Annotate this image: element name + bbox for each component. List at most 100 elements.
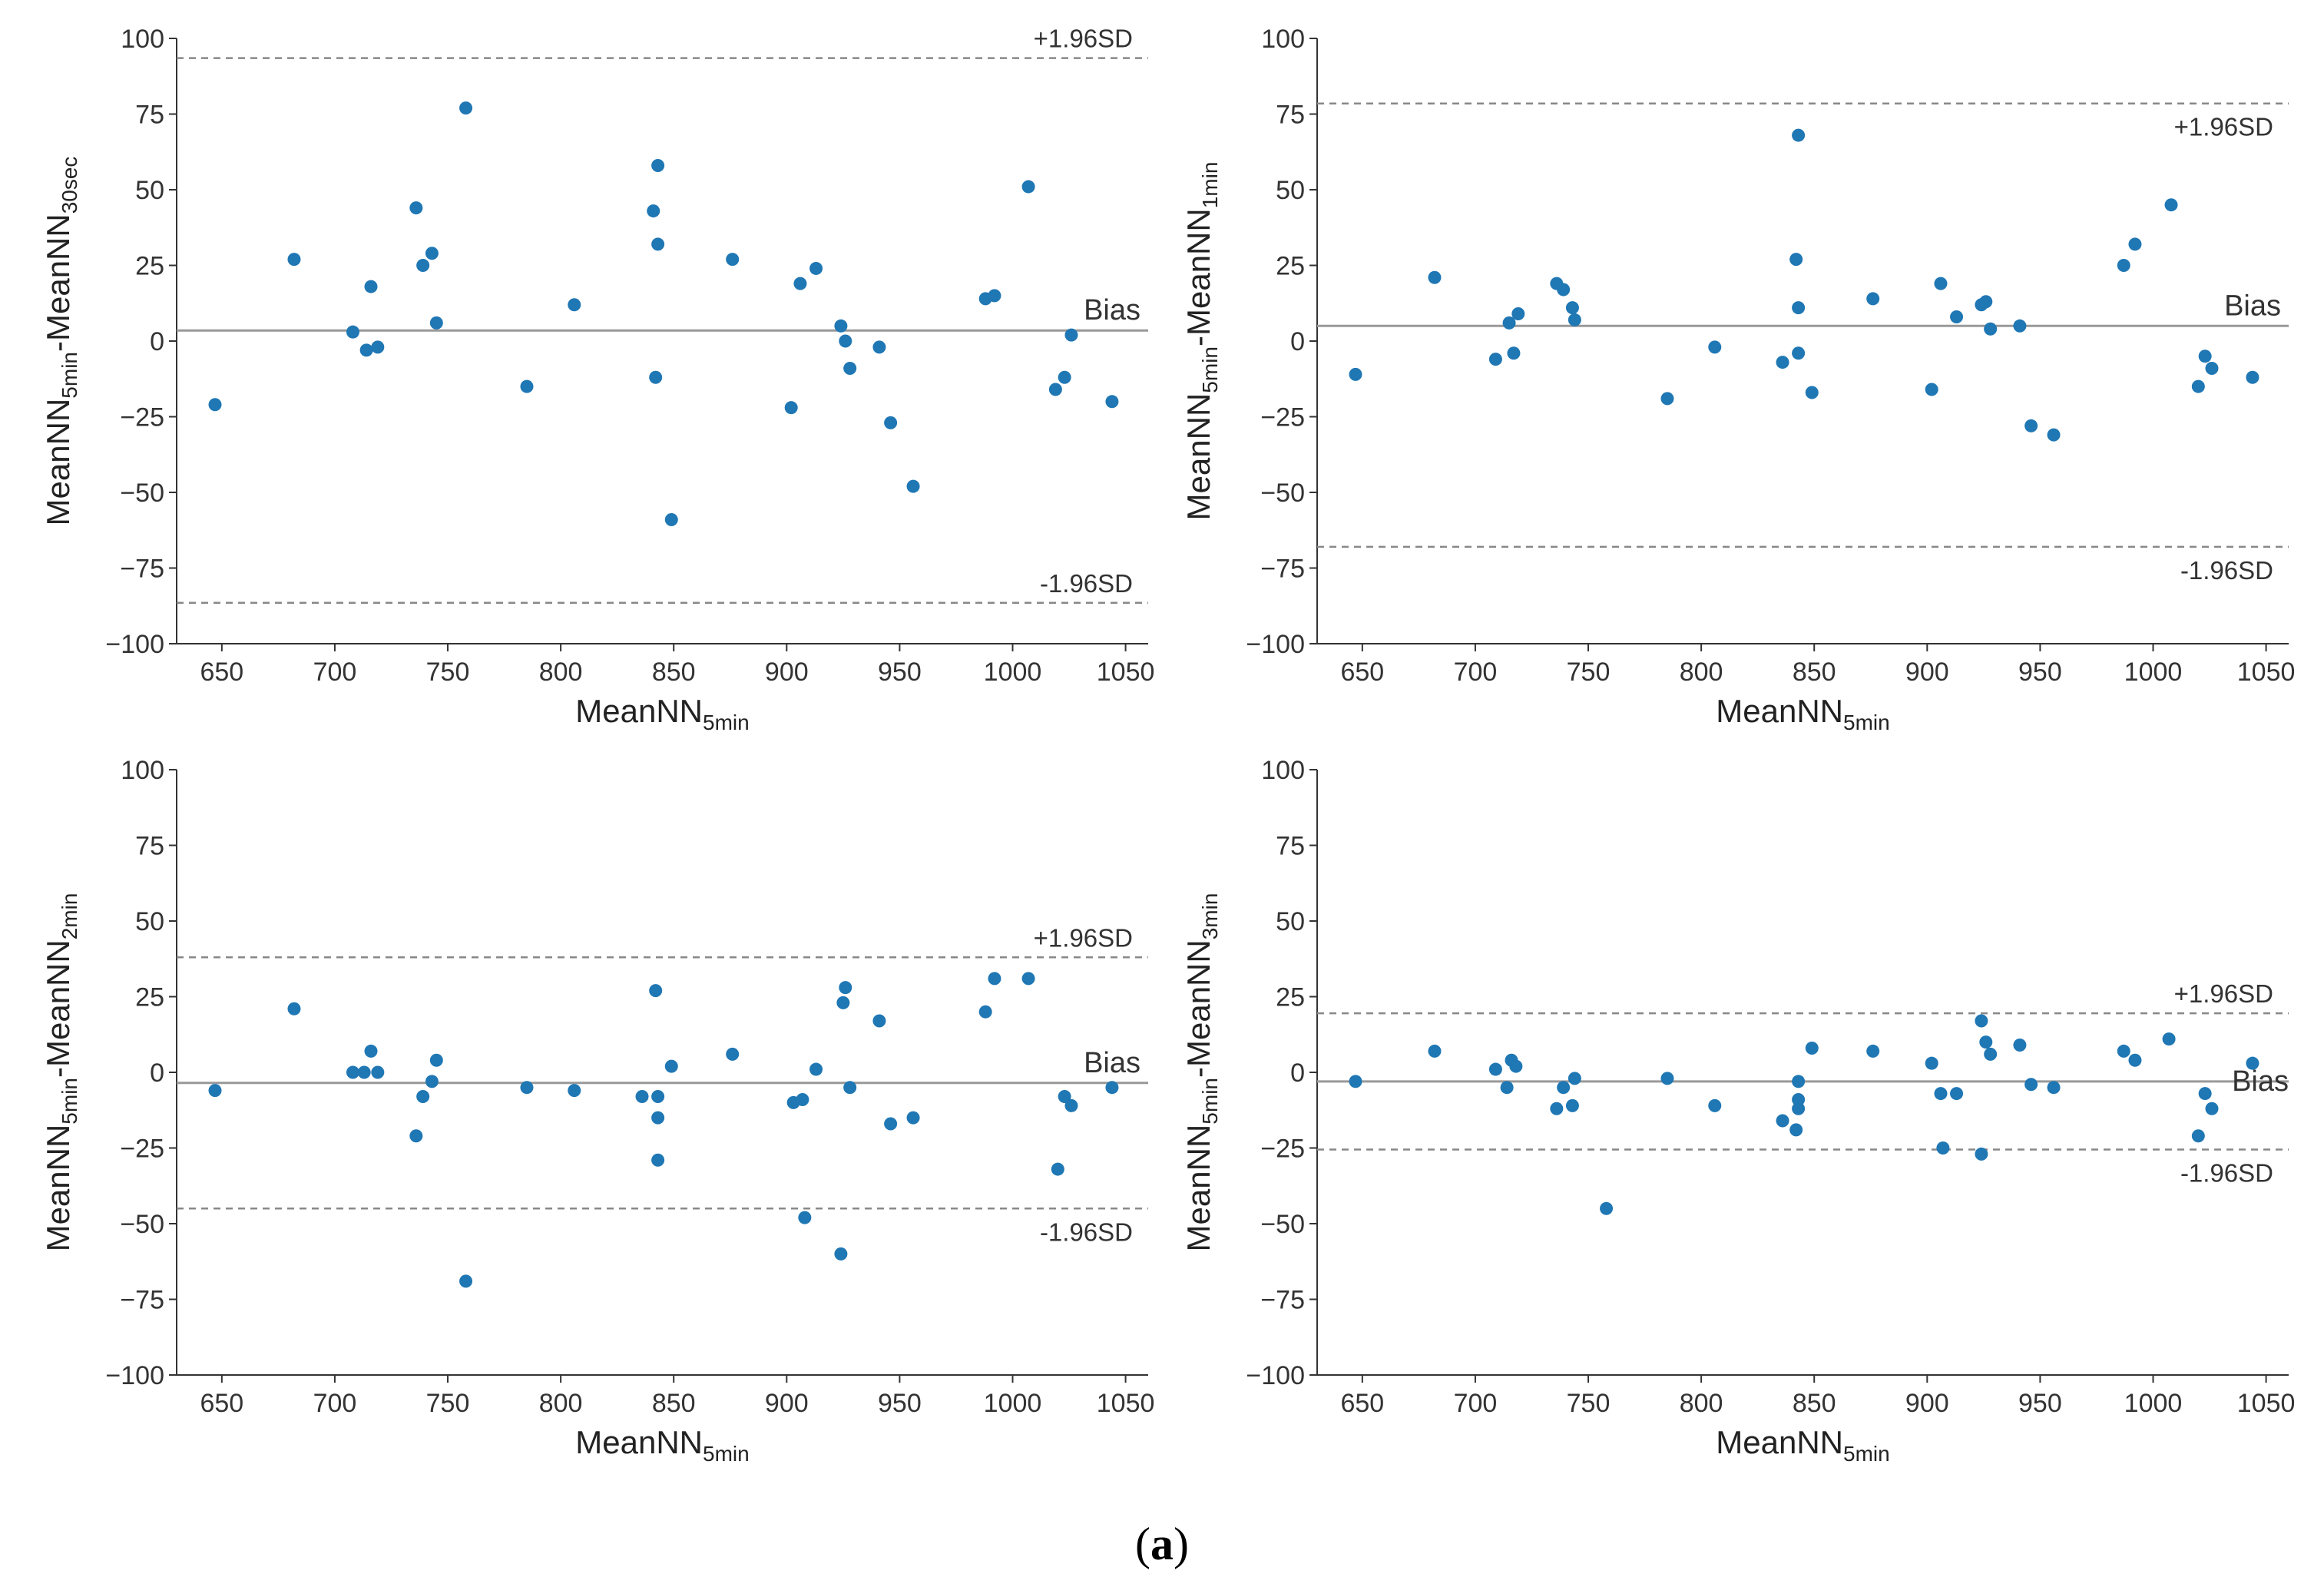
x-axis-title: MeanNN5min	[575, 693, 749, 734]
x-tick-label: 750	[1567, 1389, 1611, 1418]
data-point	[836, 996, 850, 1009]
data-point	[459, 101, 473, 115]
y-tick-label: −100	[105, 1361, 164, 1390]
data-point	[2191, 1129, 2205, 1143]
data-point	[459, 1274, 473, 1288]
data-point	[884, 416, 898, 429]
data-point	[429, 316, 443, 330]
y-tick-label: 0	[1290, 1059, 1305, 1088]
data-point	[1428, 1044, 1442, 1058]
data-point	[2117, 259, 2130, 272]
x-tick-label: 1000	[984, 1389, 1042, 1418]
data-point	[1051, 1162, 1064, 1176]
data-point	[1789, 1123, 1803, 1137]
y-tick-label: −25	[120, 1135, 164, 1164]
data-point	[208, 1084, 222, 1098]
bias-label: Bias	[2232, 1065, 2289, 1098]
data-point	[208, 398, 222, 412]
x-tick-label: 850	[652, 1389, 696, 1418]
data-point	[1349, 1075, 1362, 1088]
data-point	[1792, 128, 1806, 142]
y-tick-label: 0	[1290, 327, 1305, 356]
data-point	[1058, 1090, 1071, 1104]
data-point	[651, 1111, 665, 1125]
y-tick-label: 100	[1261, 756, 1305, 785]
y-tick-label: −100	[1246, 1361, 1305, 1390]
data-point	[425, 1075, 439, 1088]
data-point	[664, 1059, 678, 1073]
data-point	[726, 1047, 740, 1061]
data-point	[798, 1211, 812, 1224]
data-point	[635, 1090, 649, 1104]
data-point	[809, 1062, 823, 1076]
data-point	[2246, 1056, 2259, 1070]
y-tick-label: −100	[1246, 630, 1305, 659]
data-point	[906, 1111, 920, 1125]
data-point	[1600, 1201, 1614, 1215]
y-tick-label: −75	[120, 1286, 164, 1315]
data-point	[1975, 1014, 1988, 1028]
data-point	[1557, 1081, 1571, 1095]
data-point	[1064, 328, 1078, 342]
y-axis-title: MeanNN5min-MeanNN1min	[1180, 162, 1222, 521]
data-point	[988, 289, 1001, 303]
data-point	[839, 981, 852, 995]
y-axis-title: MeanNN5min-MeanNN30sec	[40, 157, 81, 526]
y-tick-label: 25	[135, 252, 164, 281]
data-point	[346, 1065, 359, 1079]
data-point	[1021, 972, 1035, 986]
data-point	[1934, 1087, 1948, 1101]
y-tick-label: −50	[1260, 1210, 1305, 1239]
chart-panel-4: 100 75 50 25 0 −25 −50 −75 −100 650 700 750 800 850 90…	[1180, 756, 2295, 1466]
data-point	[1058, 370, 1071, 384]
y-tick-label: −75	[1260, 555, 1305, 584]
data-point	[1934, 277, 1948, 290]
y-tick-label: 100	[121, 25, 164, 54]
y-tick-label: 50	[1276, 907, 1305, 936]
x-tick-label: 800	[1680, 658, 1723, 687]
x-tick-label: 650	[1340, 658, 1384, 687]
data-point	[809, 261, 823, 275]
data-point	[1866, 1044, 1880, 1058]
lower-limit-label: -1.96SD	[1040, 1218, 1133, 1246]
data-point	[1805, 386, 1819, 399]
x-tick-label: 800	[1680, 1389, 1723, 1418]
data-point	[2024, 1078, 2038, 1092]
x-tick-label: 700	[1454, 1389, 1498, 1418]
data-point	[1349, 367, 1362, 381]
data-point	[1925, 1056, 1938, 1070]
x-tick-label: 1000	[2124, 658, 2183, 687]
y-tick-label: 50	[135, 907, 164, 936]
data-point	[364, 1044, 378, 1058]
y-tick-label: 25	[135, 983, 164, 1012]
data-point	[1507, 346, 1521, 360]
data-point	[2128, 237, 2142, 251]
upper-limit-label: +1.96SD	[2174, 113, 2273, 141]
data-point	[425, 247, 439, 260]
x-tick-label: 650	[1340, 1389, 1384, 1418]
data-point	[1565, 301, 1579, 315]
data-point	[834, 1247, 848, 1261]
y-tick-label: 75	[135, 101, 164, 130]
x-tick-label: 1050	[2237, 658, 2296, 687]
x-tick-label: 950	[2018, 1389, 2062, 1418]
data-point	[2013, 319, 2027, 333]
chart-panel-3: 100 75 50 25 0 −25 −50 −75 −100 650 700 750 800 850 90…	[40, 756, 1154, 1466]
data-point	[2164, 198, 2178, 212]
x-tick-label: 850	[1793, 1389, 1836, 1418]
data-point	[1776, 356, 1789, 369]
x-tick-label: 750	[1567, 658, 1611, 687]
y-tick-label: 100	[1261, 25, 1305, 54]
y-tick-label: −25	[120, 403, 164, 432]
data-point	[2205, 361, 2219, 375]
bias-label: Bias	[1084, 1047, 1140, 1079]
data-point	[1509, 1059, 1523, 1073]
y-tick-label: 50	[1276, 176, 1305, 205]
y-tick-label: −75	[120, 555, 164, 584]
x-tick-label: 800	[539, 1389, 583, 1418]
y-tick-label: 75	[1276, 101, 1305, 130]
lower-limit-label: -1.96SD	[2180, 556, 2273, 585]
upper-limit-label: +1.96SD	[2174, 979, 2273, 1008]
upper-limit-label: +1.96SD	[1034, 25, 1133, 53]
